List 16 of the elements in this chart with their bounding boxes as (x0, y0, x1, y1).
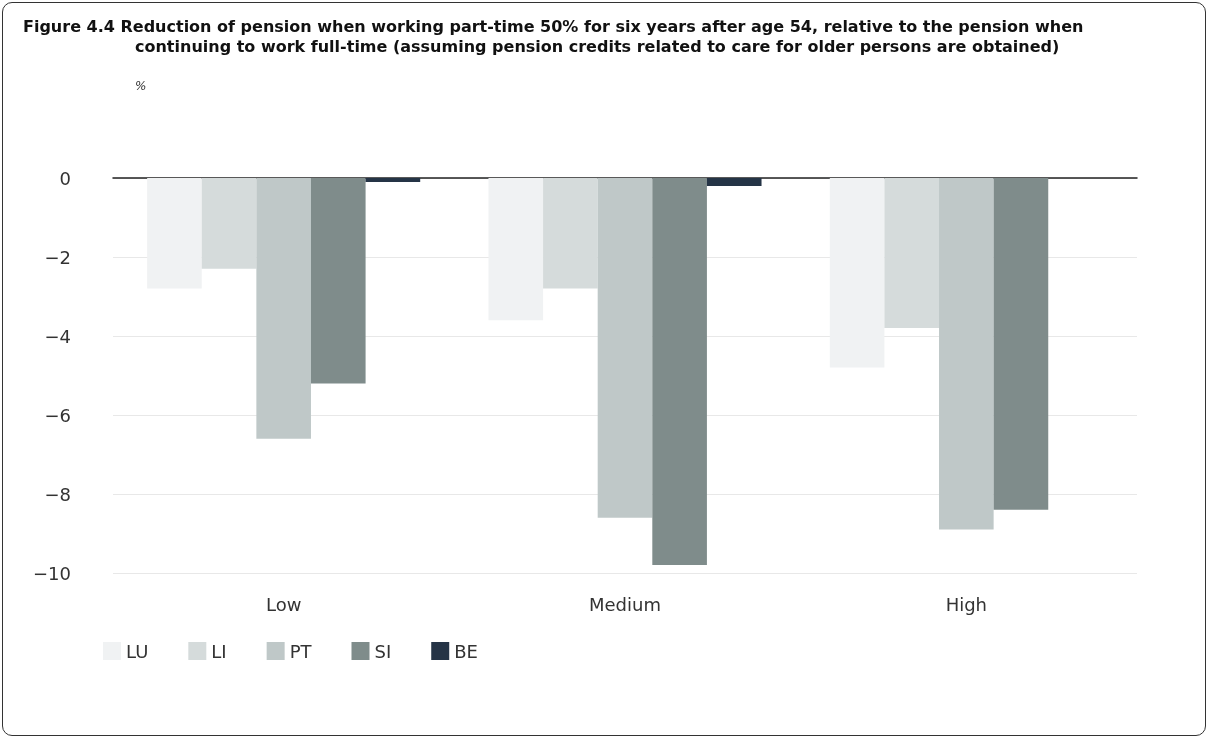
y-tick-label: −2 (44, 246, 71, 268)
chart-subtitle: % (135, 79, 147, 93)
chart-title: Figure 4.4 Reduction of pension when working part-time 50% for six years after age 54, relative to the pension when continuing to work full-time (assuming pension credits related to care for older persons are obtained) (23, 17, 1085, 57)
x-tick-label: Medium (589, 593, 661, 615)
legend-label: LU (126, 640, 149, 662)
legend-label: SI (374, 640, 392, 662)
y-tick-label: 0 (59, 167, 71, 189)
y-tick-label: −8 (44, 483, 71, 505)
x-tick-label: Low (265, 593, 302, 615)
y-tick-label: −6 (44, 404, 71, 426)
y-tick-label: −4 (44, 325, 71, 347)
legend-label: PT (289, 640, 313, 662)
legend-label: LI (211, 640, 227, 662)
y-tick-label: −10 (33, 562, 71, 584)
legend-label: BE (454, 640, 478, 662)
x-tick-label: High (945, 593, 988, 615)
